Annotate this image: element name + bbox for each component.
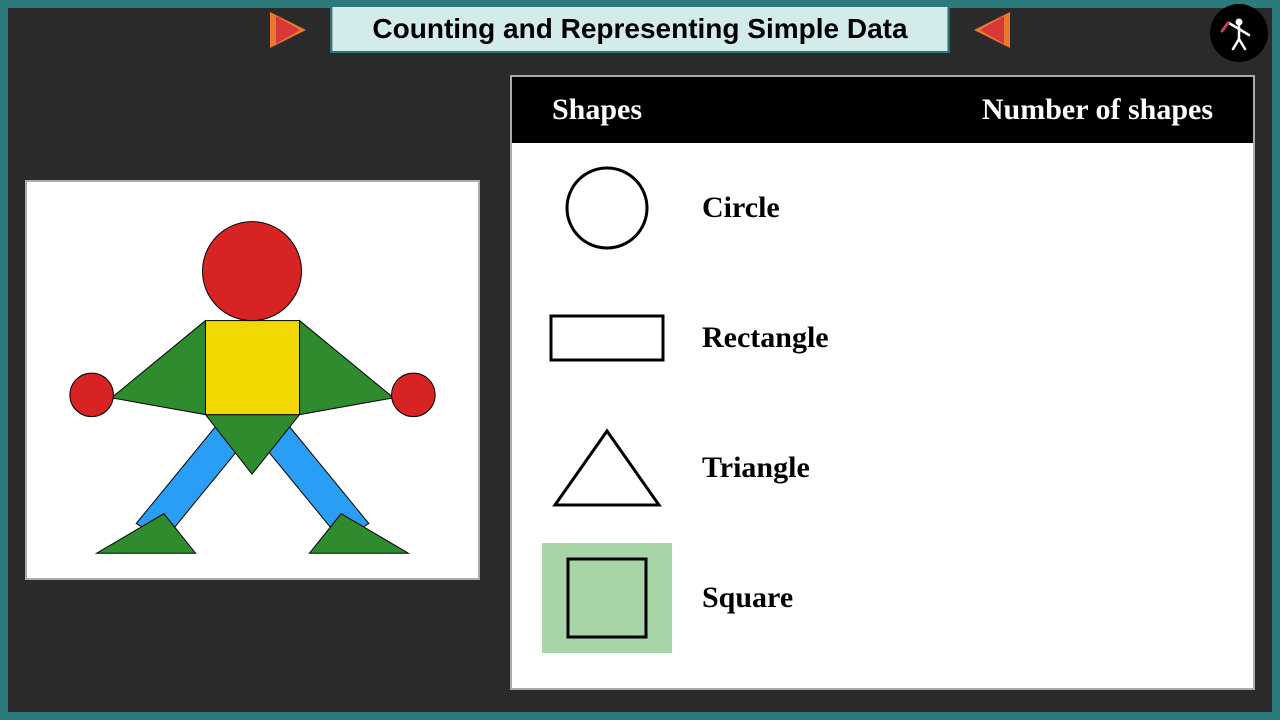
header-shapes: Shapes — [552, 93, 642, 127]
shape-label: Circle — [702, 191, 780, 225]
rectangle-icon — [542, 283, 672, 393]
shape-label: Rectangle — [702, 321, 829, 355]
shape-label: Triangle — [702, 451, 810, 485]
table-row: Triangle — [542, 413, 1233, 523]
arrow-left-icon — [270, 8, 314, 57]
square-icon — [542, 543, 672, 653]
title-banner: Counting and Representing Simple Data — [330, 5, 949, 53]
triangle-icon — [542, 413, 672, 523]
circle-icon — [542, 153, 672, 263]
table-row: Rectangle — [542, 283, 1233, 393]
table-row: Circle — [542, 153, 1233, 263]
shape-label: Square — [702, 581, 793, 615]
shape-person-figure — [27, 182, 478, 578]
table-body: Circle Rectangle Triangle Square — [512, 143, 1253, 683]
shape-figure-panel — [25, 180, 480, 580]
shapes-table: Shapes Number of shapes Circle Rectangle T… — [510, 75, 1255, 690]
page-title: Counting and Representing Simple Data — [372, 13, 907, 45]
arrow-right-icon — [966, 8, 1010, 57]
header-count: Number of shapes — [982, 93, 1213, 127]
logo-icon — [1210, 4, 1268, 62]
table-row: Square — [542, 543, 1233, 653]
table-header: Shapes Number of shapes — [512, 77, 1253, 143]
